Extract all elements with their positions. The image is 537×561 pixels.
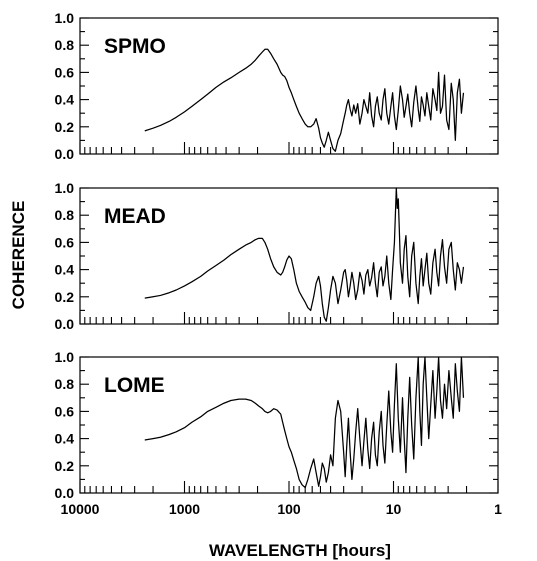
y-tick-label: 0.0 [55, 146, 75, 162]
x-tick-label: 10 [386, 501, 402, 517]
series-line-lome [144, 356, 465, 489]
y-tick-label: 0.0 [55, 485, 75, 501]
y-tick-label: 0.4 [55, 92, 75, 108]
y-tick-label: 1.0 [55, 10, 75, 26]
y-tick-label: 0.2 [55, 119, 75, 135]
series-line-mead [144, 187, 465, 322]
y-tick-label: 1.0 [55, 349, 75, 365]
x-tick-label: 1000 [169, 501, 200, 517]
y-tick-label: 0.6 [55, 64, 75, 80]
y-tick-label: 0.8 [55, 37, 75, 53]
panel-lome: 0.0 0.2 0.4 0.6 0.8 1.0 LOME [55, 349, 499, 501]
x-tick-label: 10000 [61, 501, 100, 517]
y-tick-label: 0.6 [55, 234, 75, 250]
y-tick-label: 0.0 [55, 316, 75, 332]
y-tick-label: 0.2 [55, 289, 75, 305]
y-tick-label: 0.8 [55, 207, 75, 223]
panel-label: LOME [104, 374, 165, 397]
x-tick-label: 1 [494, 501, 502, 517]
panel-mead: 0.0 0.2 0.4 0.6 0.8 1.0 MEAD [55, 180, 499, 332]
panel-spmo: 0.0 0.2 0.4 0.6 0.8 1.0 SPMO [55, 10, 499, 162]
panel-label: SPMO [104, 35, 166, 58]
panel-label: MEAD [104, 205, 166, 228]
y-tick-label: 0.4 [55, 431, 75, 447]
x-axis-title: WAVELENGTH [hours] [209, 541, 391, 560]
y-tick-label: 1.0 [55, 180, 75, 196]
y-tick-label: 0.6 [55, 403, 75, 419]
y-tick-label: 0.4 [55, 262, 75, 278]
y-axis-title: COHERENCE [9, 201, 28, 310]
series-line-spmo [144, 48, 465, 152]
y-tick-label: 0.2 [55, 458, 75, 474]
x-tick-label: 100 [277, 501, 301, 517]
y-tick-label: 0.8 [55, 376, 75, 392]
panels-layer: 0.0 0.2 0.4 0.6 0.8 1.0 SPMO 0.0 0.2 0.4 0.6 0.8 1.0… [55, 10, 503, 517]
